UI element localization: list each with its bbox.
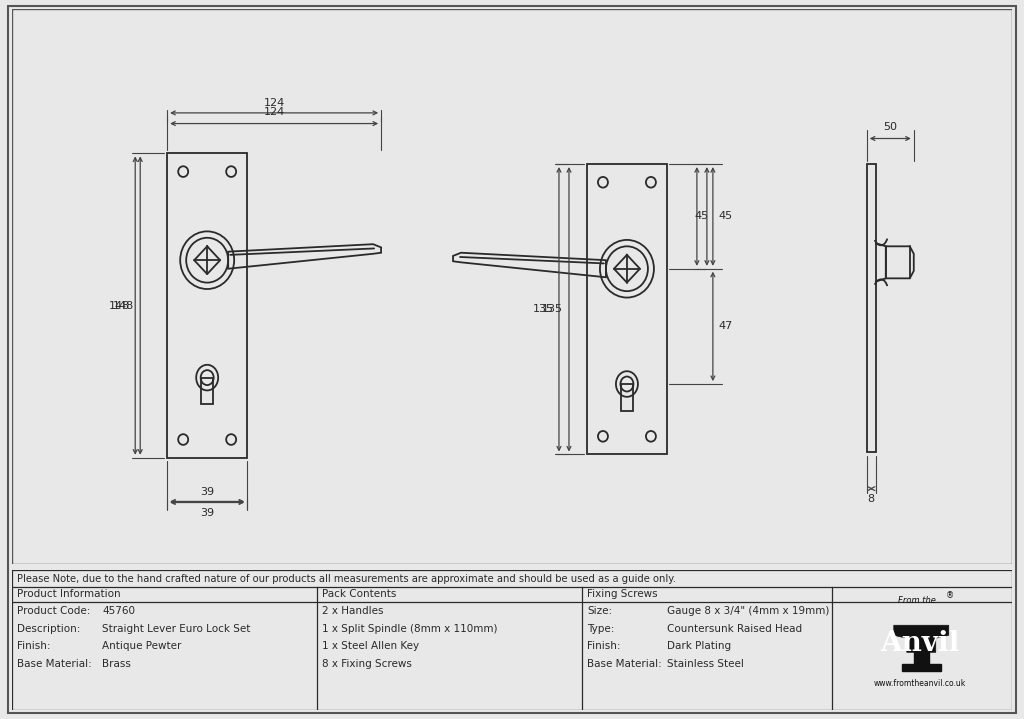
Bar (167, 153, 247, 458)
Text: Fixing Screws: Fixing Screws (587, 589, 657, 599)
Text: Straight Lever Euro Lock Set: Straight Lever Euro Lock Set (102, 624, 251, 633)
Text: Size:: Size: (587, 606, 612, 616)
Text: www.fromtheanvil.co.uk: www.fromtheanvil.co.uk (873, 679, 966, 688)
Text: ®: ® (945, 591, 954, 600)
Text: Please Note, due to the hand crafted nature of our products all measurements are: Please Note, due to the hand crafted nat… (17, 574, 676, 584)
Bar (902, 664, 941, 672)
Text: Base Material:: Base Material: (17, 659, 92, 669)
Text: Countersunk Raised Head: Countersunk Raised Head (667, 624, 802, 633)
Polygon shape (894, 626, 949, 652)
Text: Stainless Steel: Stainless Steel (667, 659, 743, 669)
Text: 39: 39 (200, 487, 214, 497)
Text: 50: 50 (884, 122, 897, 132)
Text: 2 x Handles: 2 x Handles (323, 606, 384, 616)
Bar (866, 164, 876, 452)
Text: 135: 135 (532, 304, 554, 314)
Text: Type:: Type: (587, 624, 614, 633)
Bar (913, 652, 929, 664)
Text: Dark Plating: Dark Plating (667, 641, 731, 651)
Text: Brass: Brass (102, 659, 131, 669)
Text: Gauge 8 x 3/4" (4mm x 19mm): Gauge 8 x 3/4" (4mm x 19mm) (667, 606, 829, 616)
Text: 148: 148 (113, 301, 134, 311)
Text: Antique Pewter: Antique Pewter (102, 641, 181, 651)
Text: 47: 47 (719, 321, 733, 331)
Text: From the: From the (898, 596, 936, 605)
Text: 45760: 45760 (102, 606, 135, 616)
Text: 39: 39 (200, 508, 214, 518)
Text: Finish:: Finish: (17, 641, 51, 651)
Text: 1 x Split Spindle (8mm x 110mm): 1 x Split Spindle (8mm x 110mm) (323, 624, 498, 633)
Text: Product Code:: Product Code: (17, 606, 91, 616)
Text: 8 x Fixing Screws: 8 x Fixing Screws (323, 659, 412, 669)
Bar (621, 384, 633, 411)
Text: Base Material:: Base Material: (587, 659, 662, 669)
Text: 1 x Steel Allen Key: 1 x Steel Allen Key (323, 641, 419, 651)
Text: 45: 45 (694, 211, 709, 221)
Text: 148: 148 (109, 301, 130, 311)
Text: Finish:: Finish: (587, 641, 621, 651)
Text: Description:: Description: (17, 624, 81, 633)
Bar (201, 377, 213, 404)
Text: 8: 8 (867, 494, 874, 504)
Text: Product Information: Product Information (17, 589, 121, 599)
Text: 45: 45 (719, 211, 733, 221)
Text: 124: 124 (263, 107, 285, 117)
Text: Anvil: Anvil (881, 630, 959, 656)
Text: Pack Contents: Pack Contents (323, 589, 396, 599)
Bar (587, 164, 667, 454)
Text: 124: 124 (263, 98, 285, 108)
Text: 135: 135 (542, 304, 563, 314)
